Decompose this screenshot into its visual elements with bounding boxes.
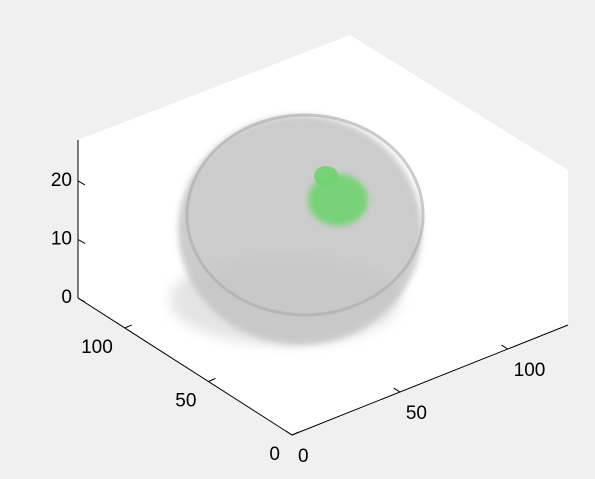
y-tick-label: 100 — [514, 360, 546, 381]
z-tick-label: 20 — [51, 170, 72, 191]
x-tick-label: 50 — [175, 391, 196, 412]
y-tick-label: 0 — [298, 446, 309, 467]
chart: 0 50 100 0 50 100 0 10 20 — [0, 0, 595, 479]
y-tick-label: 50 — [406, 403, 427, 424]
x-tick-label: 0 — [269, 444, 280, 465]
z-tick-label: 0 — [61, 287, 72, 308]
x-tick-label: 100 — [81, 337, 113, 358]
volume-region-top — [314, 166, 338, 186]
page: 05010005010001020 (() => { const data = … — [0, 0, 595, 479]
z-tick-label: 10 — [51, 228, 72, 249]
